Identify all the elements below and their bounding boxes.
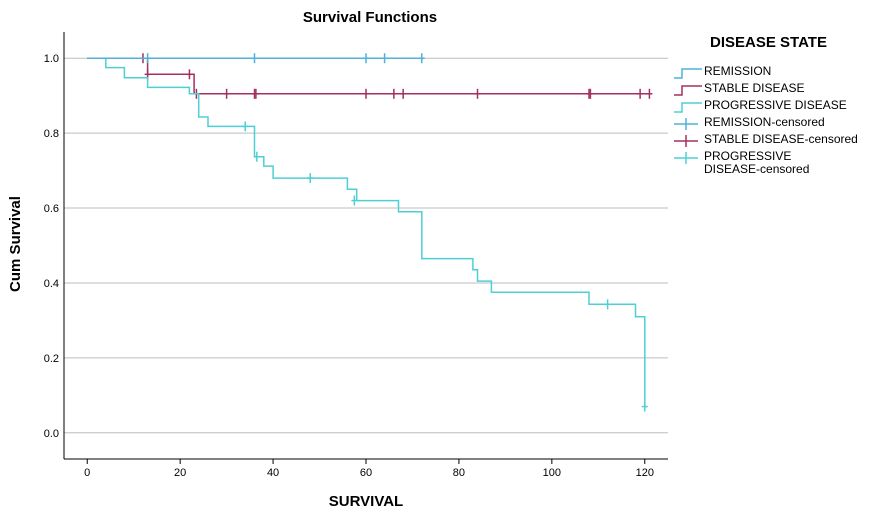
- x-tick-label: 60: [360, 467, 372, 479]
- legend-item-remission: REMISSION: [672, 65, 882, 80]
- censor-mark-stable-disease: [390, 88, 397, 99]
- series-layer: [87, 53, 653, 412]
- legend-item-stable-disease: STABLE DISEASE: [672, 82, 882, 97]
- legend-swatch-line: [674, 68, 702, 79]
- legend-item-progressive-disease: PROGRESSIVE DISEASE: [672, 99, 882, 114]
- x-tick-label: 120: [636, 467, 654, 479]
- censor-mark-progressive-disease: [351, 195, 358, 206]
- censor-mark-remission: [251, 53, 258, 64]
- series-line-stable-disease: [87, 57, 650, 95]
- censor-mark-stable-disease: [587, 88, 594, 99]
- legend-title: DISEASE STATE: [710, 34, 827, 51]
- y-tick-label: 0.6: [44, 203, 59, 215]
- censor-mark-remission: [363, 53, 369, 64]
- legend-label: STABLE DISEASE-censored: [704, 132, 858, 146]
- legend-label: STABLE DISEASE: [704, 81, 805, 95]
- censor-mark-remission: [418, 53, 425, 64]
- legend-item-stable-disease-censored: STABLE DISEASE-censored: [672, 133, 882, 148]
- y-axis-title: Cum Survival: [7, 196, 24, 292]
- censor-mark-progressive-disease: [242, 121, 249, 132]
- x-tick-label: 0: [84, 467, 90, 479]
- censor-mark-stable-disease: [637, 88, 644, 99]
- legend-swatch-cross: [674, 135, 698, 147]
- legend-label: REMISSION: [704, 64, 772, 78]
- legend-label: PROGRESSIVE DISEASE: [704, 98, 847, 112]
- legend-item-progressive-disease-censored: PROGRESSIVE DISEASE-censored: [672, 150, 882, 176]
- chart-title: Survival Functions: [303, 9, 437, 26]
- legend: DISEASE STATE REMISSION STABLE DISEASE PRO…: [672, 34, 882, 178]
- y-tick-label: 1.0: [44, 53, 59, 65]
- censor-mark-stable-disease: [363, 88, 369, 99]
- censor-mark-progressive-disease: [307, 173, 314, 184]
- legend-step-line: [674, 102, 702, 113]
- legend-swatch-cross: [674, 152, 698, 164]
- grid-layer: [64, 57, 668, 434]
- x-axis-title: SURVIVAL: [329, 493, 403, 510]
- legend-swatch-line: [674, 102, 702, 113]
- legend-label: PROGRESSIVE DISEASE-censored: [704, 149, 810, 176]
- censor-mark-stable-disease: [646, 88, 653, 99]
- x-tick-label: 80: [453, 467, 465, 479]
- censor-mark-stable-disease: [223, 88, 230, 99]
- legend-label: REMISSION-censored: [704, 115, 825, 129]
- series-line-progressive-disease: [87, 57, 646, 407]
- x-tick-label: 40: [267, 467, 279, 479]
- legend-step-line: [674, 68, 702, 79]
- y-tick-label: 0.8: [44, 128, 59, 140]
- y-tick-label: 0.2: [44, 353, 59, 365]
- x-tick-label: 100: [543, 467, 561, 479]
- legend-swatch-line: [674, 85, 702, 96]
- y-tick-label: 0.0: [44, 428, 59, 440]
- censor-mark-stable-disease: [186, 69, 193, 80]
- legend-items: REMISSION STABLE DISEASE PROGRESSIVE DISEA…: [672, 65, 882, 176]
- censor-mark-progressive-disease: [604, 299, 611, 310]
- censor-mark-progressive-disease: [253, 151, 260, 162]
- censor-mark-stable-disease: [474, 88, 481, 99]
- legend-step-line: [674, 85, 702, 96]
- censor-mark-remission: [144, 53, 151, 64]
- censor-mark-stable-disease: [400, 88, 407, 99]
- censor-mark-remission: [381, 53, 388, 64]
- legend-swatch-cross: [674, 118, 698, 130]
- y-tick-label: 0.4: [44, 278, 59, 290]
- censor-mark-stable-disease: [252, 88, 259, 99]
- axis-layer: 0.0 0.2 0.4 0.6 0.8 1.0 0 20 40 60 80 100 120: [44, 32, 668, 479]
- censor-mark-progressive-disease: [641, 401, 648, 412]
- x-tick-label: 20: [174, 467, 186, 479]
- legend-item-remission-censored: REMISSION-censored: [672, 116, 882, 131]
